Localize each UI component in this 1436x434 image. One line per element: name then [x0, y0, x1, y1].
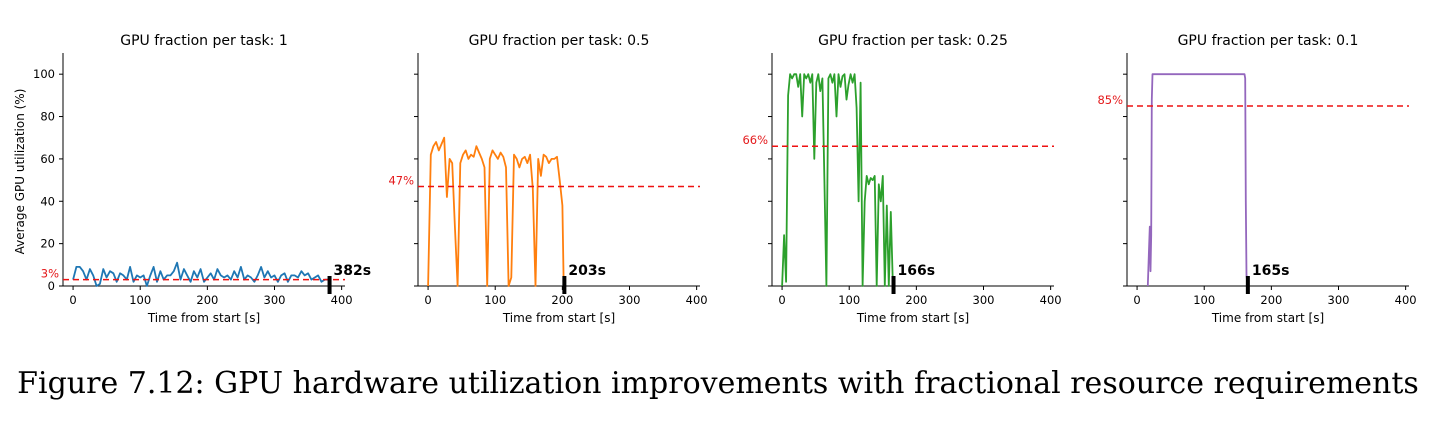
x-tick-label: 200	[551, 293, 573, 307]
x-axis-label: Time from start [s]	[1211, 311, 1324, 325]
x-tick-label: 0	[424, 293, 431, 307]
figure: GPU fraction per task: 10 100 200 300 400020…	[13, 33, 1417, 325]
chart-title: GPU fraction per task: 1	[120, 33, 287, 49]
average-label: 85%	[1097, 93, 1123, 107]
y-tick-label: 0	[48, 279, 55, 293]
x-tick-label: 0	[778, 293, 785, 307]
chart-title: GPU fraction per task: 0.5	[469, 33, 650, 49]
x-tick-label: 400	[1395, 293, 1417, 307]
x-tick-label: 100	[129, 293, 151, 307]
average-label: 47%	[388, 173, 414, 187]
x-axis-label: Time from start [s]	[147, 311, 260, 325]
x-tick-label: 0	[1133, 293, 1140, 307]
utilization-series-line	[781, 73, 894, 287]
x-tick-label: 300	[1328, 293, 1350, 307]
x-tick-label: 200	[1260, 293, 1282, 307]
x-tick-label: 200	[905, 293, 927, 307]
runtime-label: 382s	[334, 263, 372, 279]
x-tick-label: 400	[331, 293, 353, 307]
x-tick-label: 300	[973, 293, 995, 307]
y-tick-label: 100	[33, 67, 55, 81]
utilization-series-line	[72, 261, 329, 287]
average-label: 66%	[742, 133, 768, 147]
chart-panel-2: GPU fraction per task: 0.5 0 100 200 300 400 T…	[388, 33, 707, 325]
y-axis-label: Average GPU utilization (%)	[13, 89, 27, 255]
x-axis-label: Time from start [s]	[502, 311, 615, 325]
chart-panel-3: GPU fraction per task: 0.25 0 100 200 300 400…	[742, 33, 1061, 325]
y-tick-label: 20	[40, 237, 55, 251]
figure-caption: Figure 7.12: GPU hardware utilization im…	[17, 366, 1419, 401]
y-tick-label: 60	[40, 152, 55, 166]
x-tick-label: 100	[838, 293, 860, 307]
utilization-series-line	[1146, 73, 1249, 287]
chart-title: GPU fraction per task: 0.1	[1178, 33, 1359, 49]
average-label: 3%	[41, 267, 59, 281]
x-tick-label: 400	[1040, 293, 1062, 307]
x-tick-label: 300	[619, 293, 641, 307]
chart-panel-4: GPU fraction per task: 0.1 0 100 200 300 400 T…	[1097, 33, 1416, 325]
x-tick-label: 100	[1193, 293, 1215, 307]
x-axis-label: Time from start [s]	[856, 311, 969, 325]
runtime-label: 165s	[1252, 263, 1290, 279]
runtime-label: 203s	[568, 263, 606, 279]
chart-title: GPU fraction per task: 0.25	[818, 33, 1008, 49]
x-tick-label: 300	[264, 293, 286, 307]
utilization-series-line	[427, 136, 565, 287]
x-tick-label: 400	[686, 293, 708, 307]
runtime-label: 166s	[898, 263, 936, 279]
x-tick-label: 200	[196, 293, 218, 307]
x-tick-label: 100	[484, 293, 506, 307]
y-tick-label: 40	[40, 194, 55, 208]
chart-panel-1: GPU fraction per task: 1 0 100 200 300 400 0 20…	[13, 33, 371, 325]
y-tick-label: 80	[40, 110, 55, 124]
x-tick-label: 0	[69, 293, 76, 307]
